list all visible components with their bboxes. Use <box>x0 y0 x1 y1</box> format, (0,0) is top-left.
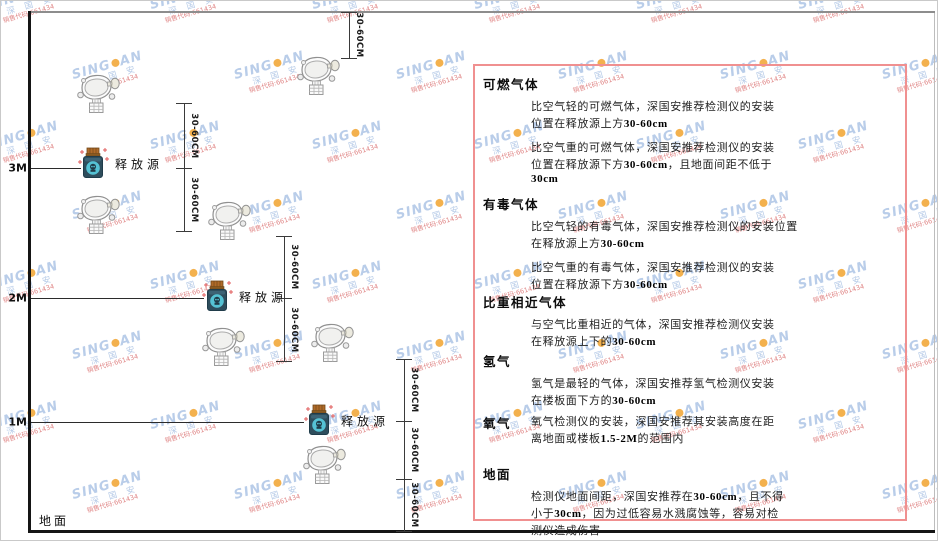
ground-line <box>28 530 935 533</box>
gas-detector <box>308 321 354 363</box>
section-paragraph-line: 检测仪地面间距，深国安推荐在30-60cm，且不得 <box>531 491 784 503</box>
dimension-label: 30-60CM <box>289 244 299 290</box>
gas-detector <box>300 443 346 485</box>
info-panel: 可燃气体比空气轻的可燃气体，深国安推荐检测仪的安装 位置在释放源上方30-60cm… <box>473 64 907 537</box>
gas-detector <box>205 199 251 241</box>
level-line-1m <box>31 422 304 423</box>
gas-detector <box>74 193 120 235</box>
info-panel-content: 可燃气体比空气轻的可燃气体，深国安推荐检测仪的安装 位置在释放源上方30-60cm… <box>475 66 905 537</box>
gas-detector-icon <box>77 195 120 234</box>
dimension-tick <box>176 231 192 232</box>
section-heading: 氧气 <box>483 417 512 431</box>
release-source <box>200 280 234 314</box>
dimension-label: 30-60CM <box>409 482 419 528</box>
dimension-line <box>184 103 185 231</box>
release-source-label: 释放源 <box>239 290 288 305</box>
section-paragraph-line: 小于30cm，因为过低容易水溅腐蚀等，容易对检 <box>531 508 779 520</box>
gas-detector-icon <box>303 445 346 484</box>
right-edge-line <box>934 11 935 532</box>
dimension-label: 30-60CM <box>354 12 364 58</box>
release-source <box>76 147 110 181</box>
dimension-tick <box>396 421 412 422</box>
section-paragraph-line: 比空气轻的可燃气体，深国安推荐检测仪的安装 <box>531 101 775 113</box>
level-label-1m: 1M <box>8 415 27 429</box>
dimension-line <box>404 359 405 531</box>
section-paragraph-line: 在释放源上下的30-60cm <box>531 336 657 348</box>
dimension-tick <box>396 479 412 480</box>
section-paragraph-line: 位置在释放源下方30-60cm，且地面间距不低于 <box>531 159 773 171</box>
section-paragraph-line: 比空气轻的有毒气体，深国安推荐检测仪的安装位置 <box>531 221 798 233</box>
ceiling-line <box>30 11 935 13</box>
dimension-tick <box>341 12 357 13</box>
release-source-label: 释放源 <box>341 414 390 429</box>
dimension-line <box>349 12 350 58</box>
section-paragraph-line: 在楼板面下方的30-60cm <box>531 395 657 407</box>
dimension-tick <box>276 361 292 362</box>
release-source-label: 释放源 <box>115 157 164 172</box>
release-source-icon <box>202 280 233 311</box>
dimension-label: 30-60CM <box>289 306 299 353</box>
dimension-label: 30-60CM <box>409 367 419 413</box>
section-paragraph-line: 30cm <box>531 173 559 185</box>
release-source-icon <box>78 147 109 178</box>
gas-detector <box>294 54 340 96</box>
ground-label: 地面 <box>39 514 70 528</box>
section-paragraph-line: 离地面或楼板1.5-2M的范围内 <box>531 433 684 445</box>
dimension-tick <box>176 103 192 104</box>
section-paragraph-line: 氧气检测仪的安装，深国安推荐其安装高度在距 <box>531 416 775 428</box>
gas-detector <box>199 325 245 367</box>
level-line-3m <box>31 168 81 169</box>
dimension-tick <box>396 531 412 532</box>
level-label-3m: 3M <box>8 161 27 175</box>
dimension-tick <box>396 359 412 360</box>
dimension-tick <box>341 58 357 59</box>
release-source-icon <box>304 404 335 435</box>
section-heading: 可燃气体 <box>483 78 540 92</box>
gas-detector <box>74 72 120 114</box>
dimension-label: 30-60CM <box>189 112 199 159</box>
section-paragraph-line: 氢气是最轻的气体，深国安推荐氢气检测仪安装 <box>531 378 775 390</box>
dimension-label: 30-60CM <box>409 427 419 473</box>
dimension-tick <box>276 298 292 299</box>
gas-detector-icon <box>208 201 251 240</box>
section-heading: 氢气 <box>483 355 512 369</box>
section-heading: 比重相近气体 <box>483 296 568 310</box>
dimension-tick <box>176 168 192 169</box>
section-paragraph-line: 与空气比重相近的气体，深国安推荐检测仪安装 <box>531 319 775 331</box>
section-paragraph-line: 位置在释放源下方30-60cm <box>531 279 668 291</box>
level-label-2m: 2M <box>8 291 27 305</box>
level-line-2m <box>31 298 204 299</box>
section-heading: 有毒气体 <box>483 198 540 212</box>
gas-detector-icon <box>202 327 245 366</box>
gas-detector-icon <box>311 323 354 362</box>
gas-detector-icon <box>77 74 120 113</box>
section-paragraph-line: 位置在释放源上方30-60cm <box>531 118 668 130</box>
section-paragraph-line: 在释放源上方30-60cm <box>531 238 645 250</box>
section-heading: 地面 <box>483 468 512 482</box>
dimension-label: 30-60CM <box>189 176 199 223</box>
section-paragraph-line: 比空气重的可燃气体，深国安推荐检测仪的安装 <box>531 142 775 154</box>
section-paragraph-line: 比空气重的有毒气体，深国安推荐检测仪的安装 <box>531 262 775 274</box>
section-paragraph-line: 测仪造成伤害 <box>531 525 601 537</box>
release-source <box>302 404 336 438</box>
gas-detector-icon <box>297 56 340 95</box>
dimension-tick <box>276 236 292 237</box>
